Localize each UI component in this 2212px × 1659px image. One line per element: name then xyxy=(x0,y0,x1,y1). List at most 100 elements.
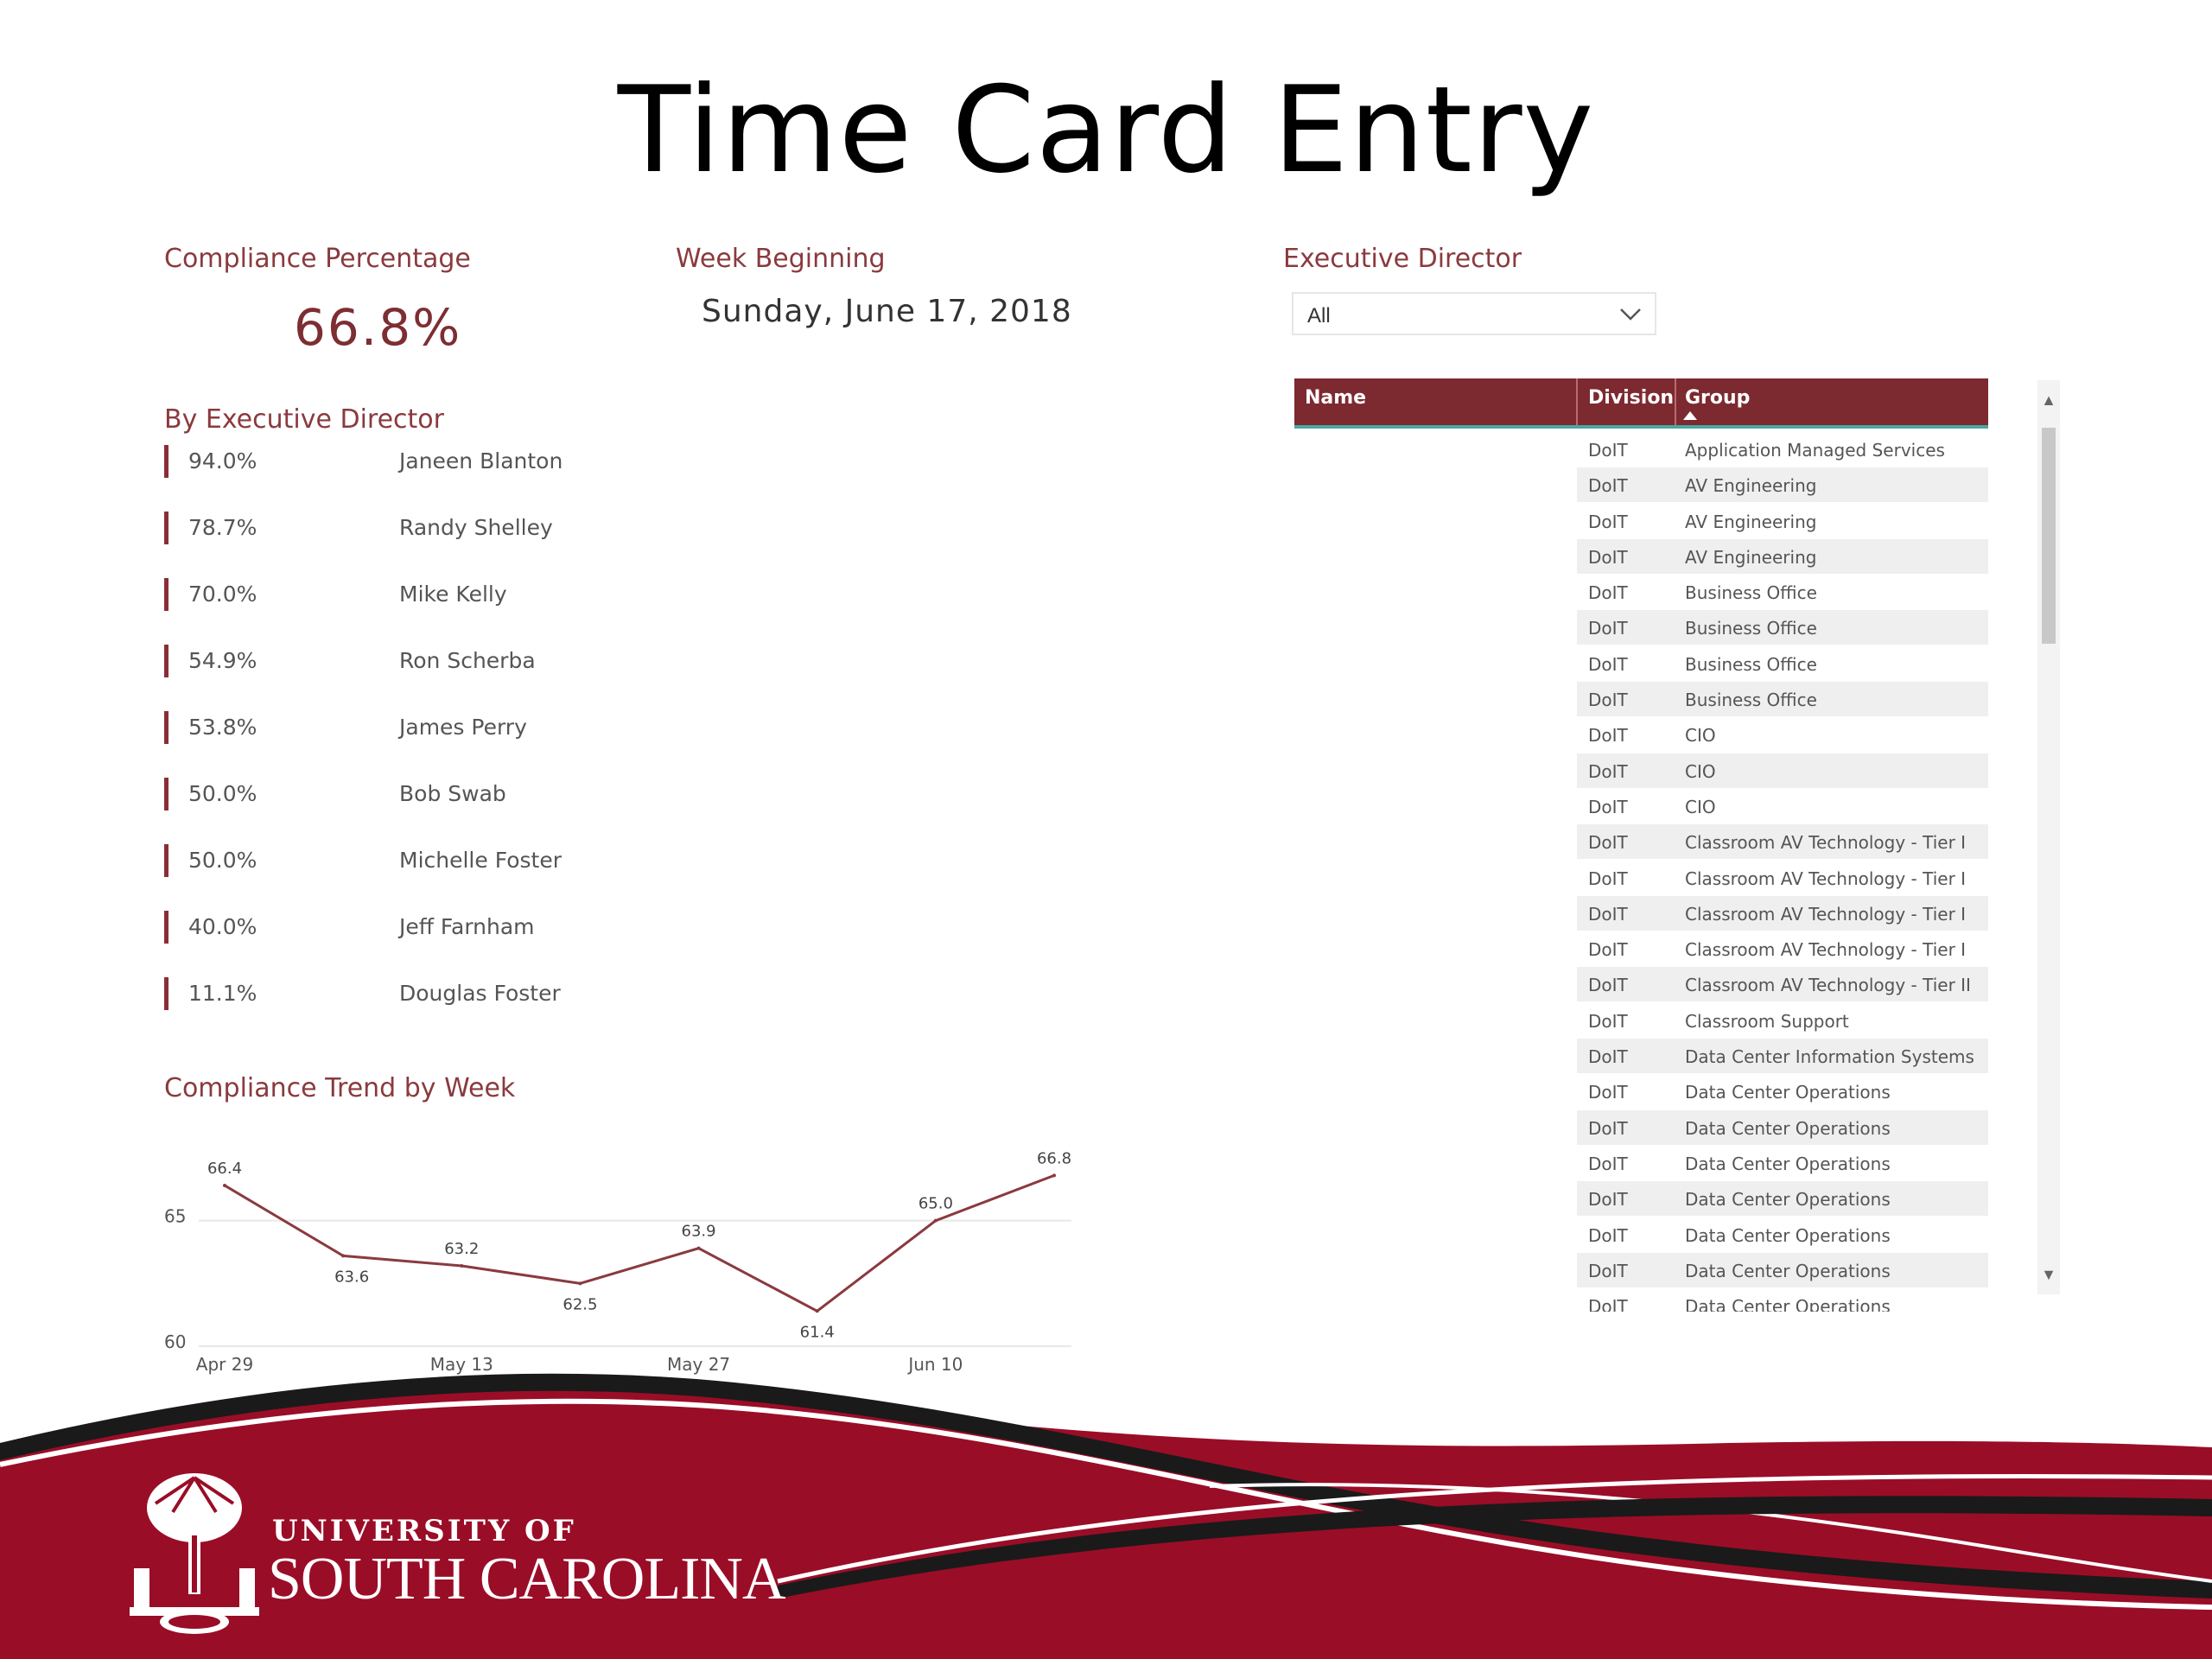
executive-director-list: 94.0% Janeen Blanton 78.7% Randy Shelley 70.… xyxy=(164,445,648,1044)
executive-director-name: Mike Kelly xyxy=(399,582,507,607)
table-row[interactable]: DoIT Data Center Operations xyxy=(1294,1217,1988,1253)
table-row[interactable]: DoIT Data Center Operations xyxy=(1294,1252,1988,1288)
table-row[interactable]: DoIT Data Center Operations xyxy=(1294,1146,1988,1181)
executive-director-row[interactable]: 50.0% Michelle Foster xyxy=(164,844,648,911)
cell-group: CIO xyxy=(1685,725,1716,747)
university-of-text: UNIVERSITY OF xyxy=(272,1514,576,1548)
percentage-bar xyxy=(164,512,168,544)
x-tick-label: Jun 10 xyxy=(906,1354,963,1375)
executive-director-name: Bob Swab xyxy=(399,781,506,806)
executive-director-name: Janeen Blanton xyxy=(399,448,563,474)
cell-division: DoIT xyxy=(1588,832,1628,854)
cell-division: DoIT xyxy=(1588,760,1628,782)
executive-director-row[interactable]: 11.1% Douglas Foster xyxy=(164,977,648,1044)
compliance-trend-chart[interactable]: 60 65 Apr 29 May 13 May 27 Jun 10 66.4 63.6 63.2… xyxy=(138,1123,1071,1391)
executive-director-row[interactable]: 53.8% James Perry xyxy=(164,711,648,778)
executive-director-dropdown[interactable]: All xyxy=(1292,292,1656,335)
table-row[interactable]: DoIT Business Office xyxy=(1294,575,1988,610)
percentage-bar xyxy=(164,977,168,1010)
cell-group: Data Center Operations xyxy=(1685,1082,1891,1103)
column-header-name[interactable]: Name xyxy=(1305,387,1367,409)
week-beginning-value[interactable]: Sunday, June 17, 2018 xyxy=(702,294,1072,329)
cell-group: Business Office xyxy=(1685,653,1817,675)
executive-director-name: Michelle Foster xyxy=(399,848,562,873)
compliance-label: Compliance Percentage xyxy=(164,244,471,274)
employee-table[interactable]: Name Division Group DoIT Application Mana… xyxy=(1294,378,1988,1312)
cell-division: DoIT xyxy=(1588,618,1628,639)
table-row[interactable]: DoIT Application Managed Services xyxy=(1294,432,1988,467)
table-row[interactable]: DoIT Classroom AV Technology - Tier I xyxy=(1294,824,1988,860)
cell-division: DoIT xyxy=(1588,1117,1628,1139)
cell-division: DoIT xyxy=(1588,511,1628,532)
cell-division: DoIT xyxy=(1588,653,1628,675)
cell-division: DoIT xyxy=(1588,796,1628,817)
table-row[interactable]: DoIT Data Center Operations xyxy=(1294,1109,1988,1146)
executive-director-row[interactable]: 50.0% Bob Swab xyxy=(164,778,648,844)
sort-ascending-icon xyxy=(1683,411,1697,420)
table-row[interactable]: DoIT Classroom AV Technology - Tier I xyxy=(1294,895,1988,931)
table-row[interactable]: DoIT CIO xyxy=(1294,789,1988,824)
column-separator[interactable] xyxy=(1576,378,1578,425)
data-label: 66.4 xyxy=(207,1160,242,1178)
table-row[interactable]: DoIT Classroom Support xyxy=(1294,1003,1988,1039)
data-label: 63.6 xyxy=(334,1268,369,1286)
x-tick-label: May 13 xyxy=(430,1354,493,1375)
cell-division: DoIT xyxy=(1588,582,1628,604)
column-header-division[interactable]: Division xyxy=(1588,387,1675,409)
percentage-bar xyxy=(164,445,168,478)
table-row[interactable]: DoIT Data Center Information Systems xyxy=(1294,1039,1988,1074)
row-background xyxy=(1577,1181,1988,1217)
table-row[interactable]: DoIT Data Center Operations xyxy=(1294,1074,1988,1109)
table-row[interactable]: DoIT Business Office xyxy=(1294,610,1988,645)
row-background xyxy=(1577,753,1988,788)
column-separator[interactable] xyxy=(1675,378,1676,425)
trend-point xyxy=(223,1183,226,1187)
table-row[interactable]: DoIT Business Office xyxy=(1294,682,1988,717)
table-scrollbar[interactable]: ▲ ▼ xyxy=(2037,380,2060,1294)
row-background xyxy=(1577,467,1988,503)
scroll-down-icon[interactable]: ▼ xyxy=(2041,1266,2056,1283)
executive-director-name: Jeff Farnham xyxy=(399,914,535,939)
row-background xyxy=(1577,682,1988,717)
table-row[interactable]: DoIT Business Office xyxy=(1294,646,1988,682)
executive-director-name: Randy Shelley xyxy=(399,515,553,540)
cell-division: DoIT xyxy=(1588,1224,1628,1246)
data-label: 65.0 xyxy=(918,1195,953,1213)
executive-director-row[interactable]: 94.0% Janeen Blanton xyxy=(164,445,648,512)
executive-director-percentage: 53.8% xyxy=(188,715,257,740)
row-background xyxy=(1577,610,1988,645)
column-header-group[interactable]: Group xyxy=(1685,387,1751,409)
scroll-thumb[interactable] xyxy=(2042,428,2056,644)
row-background xyxy=(1577,1252,1988,1287)
table-row[interactable]: DoIT Classroom AV Technology - Tier I xyxy=(1294,861,1988,896)
cell-group: Classroom AV Technology - Tier I xyxy=(1685,903,1967,925)
cell-group: Classroom AV Technology - Tier I xyxy=(1685,832,1967,854)
table-row[interactable]: DoIT AV Engineering xyxy=(1294,504,1988,539)
executive-director-row[interactable]: 40.0% Jeff Farnham xyxy=(164,911,648,977)
x-tick-label: Apr 29 xyxy=(196,1354,253,1375)
table-row[interactable]: DoIT Data Center Operations xyxy=(1294,1181,1988,1217)
scroll-up-icon[interactable]: ▲ xyxy=(2041,391,2056,409)
executive-director-row[interactable]: 70.0% Mike Kelly xyxy=(164,578,648,645)
executive-director-row[interactable]: 54.9% Ron Scherba xyxy=(164,645,648,711)
executive-director-percentage: 54.9% xyxy=(188,648,257,673)
cell-group: AV Engineering xyxy=(1685,511,1817,532)
by-executive-director-label: By Executive Director xyxy=(164,404,444,435)
trend-point xyxy=(578,1281,582,1286)
table-row[interactable]: DoIT AV Engineering xyxy=(1294,467,1988,503)
table-row[interactable]: DoIT CIO xyxy=(1294,753,1988,789)
table-row[interactable]: DoIT AV Engineering xyxy=(1294,538,1988,575)
cell-group: Business Office xyxy=(1685,582,1817,604)
cell-division: DoIT xyxy=(1588,1189,1628,1211)
table-row[interactable]: DoIT Classroom AV Technology - Tier I xyxy=(1294,931,1988,967)
executive-director-row[interactable]: 78.7% Randy Shelley xyxy=(164,512,648,578)
table-row[interactable]: DoIT Data Center Operations xyxy=(1294,1288,1988,1312)
trend-point xyxy=(815,1309,819,1313)
table-row[interactable]: DoIT Classroom AV Technology - Tier II xyxy=(1294,967,1988,1002)
table-row[interactable]: DoIT CIO xyxy=(1294,717,1988,753)
cell-group: Classroom AV Technology - Tier I xyxy=(1685,939,1967,961)
cell-division: DoIT xyxy=(1588,1260,1628,1281)
executive-director-name: Ron Scherba xyxy=(399,648,536,673)
trend-point xyxy=(1052,1173,1056,1178)
